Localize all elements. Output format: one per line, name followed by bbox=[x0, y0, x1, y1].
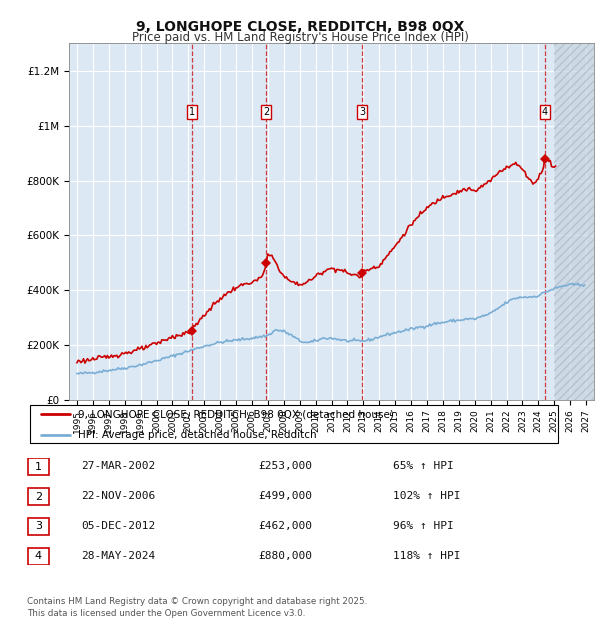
Text: 3: 3 bbox=[359, 107, 365, 117]
Text: 9, LONGHOPE CLOSE, REDDITCH, B98 0QX: 9, LONGHOPE CLOSE, REDDITCH, B98 0QX bbox=[136, 20, 464, 34]
Text: 27-MAR-2002: 27-MAR-2002 bbox=[81, 461, 155, 471]
Bar bbox=[554, 43, 594, 400]
Text: 102% ↑ HPI: 102% ↑ HPI bbox=[393, 491, 461, 501]
Text: 22-NOV-2006: 22-NOV-2006 bbox=[81, 491, 155, 501]
Text: 05-DEC-2012: 05-DEC-2012 bbox=[81, 521, 155, 531]
Text: 96% ↑ HPI: 96% ↑ HPI bbox=[393, 521, 454, 531]
Text: £499,000: £499,000 bbox=[258, 491, 312, 501]
Text: £880,000: £880,000 bbox=[258, 551, 312, 560]
Text: 4: 4 bbox=[542, 107, 548, 117]
Text: 4: 4 bbox=[35, 551, 42, 561]
Text: £253,000: £253,000 bbox=[258, 461, 312, 471]
Text: £462,000: £462,000 bbox=[258, 521, 312, 531]
Text: Contains HM Land Registry data © Crown copyright and database right 2025.
This d: Contains HM Land Registry data © Crown c… bbox=[27, 597, 367, 618]
Text: HPI: Average price, detached house, Redditch: HPI: Average price, detached house, Redd… bbox=[77, 430, 316, 440]
Text: 1: 1 bbox=[35, 462, 42, 472]
Text: 118% ↑ HPI: 118% ↑ HPI bbox=[393, 551, 461, 560]
Text: 65% ↑ HPI: 65% ↑ HPI bbox=[393, 461, 454, 471]
Text: 3: 3 bbox=[35, 521, 42, 531]
Text: 28-MAY-2024: 28-MAY-2024 bbox=[81, 551, 155, 560]
Text: Price paid vs. HM Land Registry's House Price Index (HPI): Price paid vs. HM Land Registry's House … bbox=[131, 31, 469, 44]
Text: 2: 2 bbox=[35, 492, 42, 502]
Text: 1: 1 bbox=[189, 107, 195, 117]
Text: 2: 2 bbox=[263, 107, 269, 117]
Text: 9, LONGHOPE CLOSE, REDDITCH, B98 0QX (detached house): 9, LONGHOPE CLOSE, REDDITCH, B98 0QX (de… bbox=[77, 409, 394, 420]
